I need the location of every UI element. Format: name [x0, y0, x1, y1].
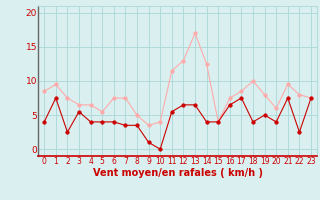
X-axis label: Vent moyen/en rafales ( km/h ): Vent moyen/en rafales ( km/h ): [92, 168, 263, 178]
